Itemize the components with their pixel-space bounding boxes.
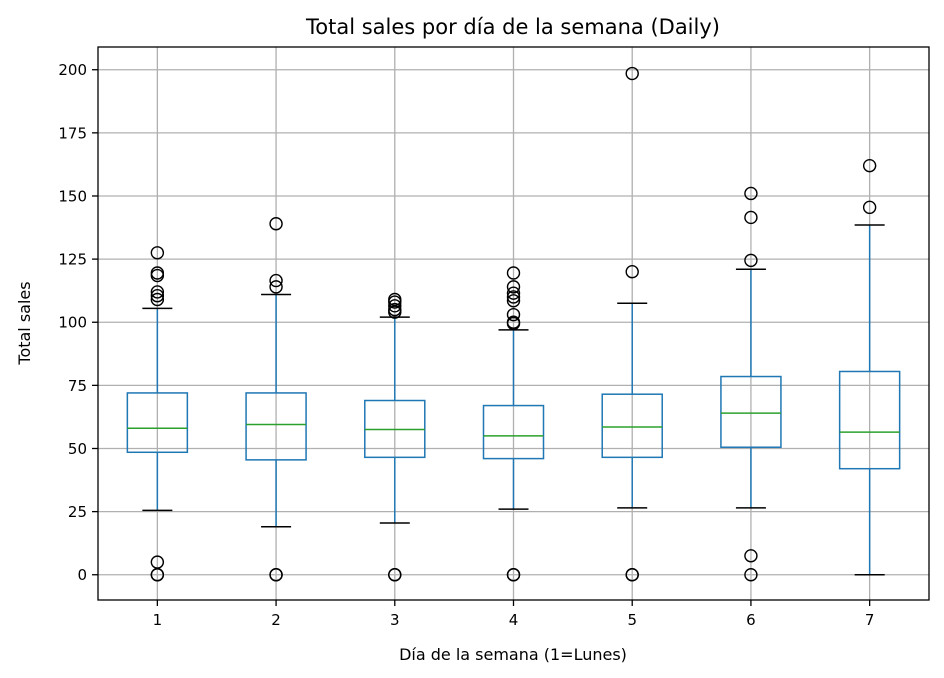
y-tick-label: 200 [58, 61, 87, 79]
y-tick-label: 0 [77, 566, 87, 584]
box-group-5 [601, 66, 663, 582]
x-axis-label: Día de la semana (1=Lunes) [399, 645, 627, 664]
outlier-point [388, 292, 402, 307]
outlier-point [150, 289, 165, 303]
outlier-point [150, 246, 165, 260]
box-group-1 [126, 246, 189, 582]
outlier-point [388, 299, 402, 313]
iqr-box [838, 370, 901, 470]
box-group-2 [245, 217, 307, 582]
outlier-point [506, 307, 521, 322]
outlier-point [744, 253, 758, 268]
outlier-point [150, 266, 165, 280]
iqr-box [601, 393, 663, 459]
outlier-point [388, 568, 402, 582]
outlier-point [269, 217, 283, 231]
iqr-box [482, 404, 545, 460]
y-tick-label: 50 [68, 440, 87, 458]
y-axis-label: Total sales [15, 281, 34, 365]
outlier-point [150, 555, 165, 569]
outlier-point [744, 186, 758, 201]
x-tick-label: 7 [865, 611, 875, 629]
outlier-point [744, 549, 758, 563]
outlier-point [506, 280, 521, 294]
outlier-point [150, 292, 165, 307]
x-tick-label: 1 [153, 611, 163, 629]
outlier-point [150, 285, 165, 299]
outlier-point [388, 302, 402, 317]
x-tick-label: 4 [509, 611, 519, 629]
outlier-point [506, 266, 521, 280]
outlier-point [506, 315, 521, 329]
axis-layer: 0 25 50 75 100 125 150 175 200 1 2 3 4 5 6 7 [58, 61, 874, 629]
outlier-point [862, 200, 877, 215]
outlier-point [625, 568, 639, 582]
x-tick-label: 6 [746, 611, 756, 629]
box-group-3 [364, 292, 426, 582]
iqr-box [126, 392, 189, 454]
outlier-point [269, 568, 283, 582]
outlier-point [744, 568, 758, 582]
outlier-point [506, 568, 521, 582]
box-group-6 [720, 186, 782, 582]
outlier-point [506, 294, 521, 308]
iqr-box [720, 375, 782, 448]
box-group-7 [838, 158, 901, 576]
outlier-point [506, 286, 521, 300]
x-tick-label: 3 [390, 611, 400, 629]
y-tick-label: 150 [58, 187, 87, 205]
outlier-point [625, 66, 639, 81]
grid-layer [98, 47, 929, 600]
outlier-point [625, 265, 639, 279]
chart-title: Total sales por día de la semana (Daily) [305, 15, 720, 39]
outlier-point [269, 273, 283, 288]
y-tick-label: 75 [68, 377, 87, 395]
outlier-point [269, 280, 283, 294]
x-tick-label: 5 [627, 611, 637, 629]
outlier-point [744, 210, 758, 225]
plot-layer [126, 66, 901, 582]
outlier-point [862, 158, 877, 173]
x-tick-label: 2 [271, 611, 281, 629]
y-tick-label: 100 [58, 314, 87, 332]
y-tick-label: 125 [58, 251, 87, 269]
box-group-4 [482, 266, 545, 582]
y-tick-label: 25 [68, 503, 87, 521]
y-tick-label: 175 [58, 124, 87, 142]
outlier-point [506, 290, 521, 304]
iqr-box [245, 392, 307, 461]
